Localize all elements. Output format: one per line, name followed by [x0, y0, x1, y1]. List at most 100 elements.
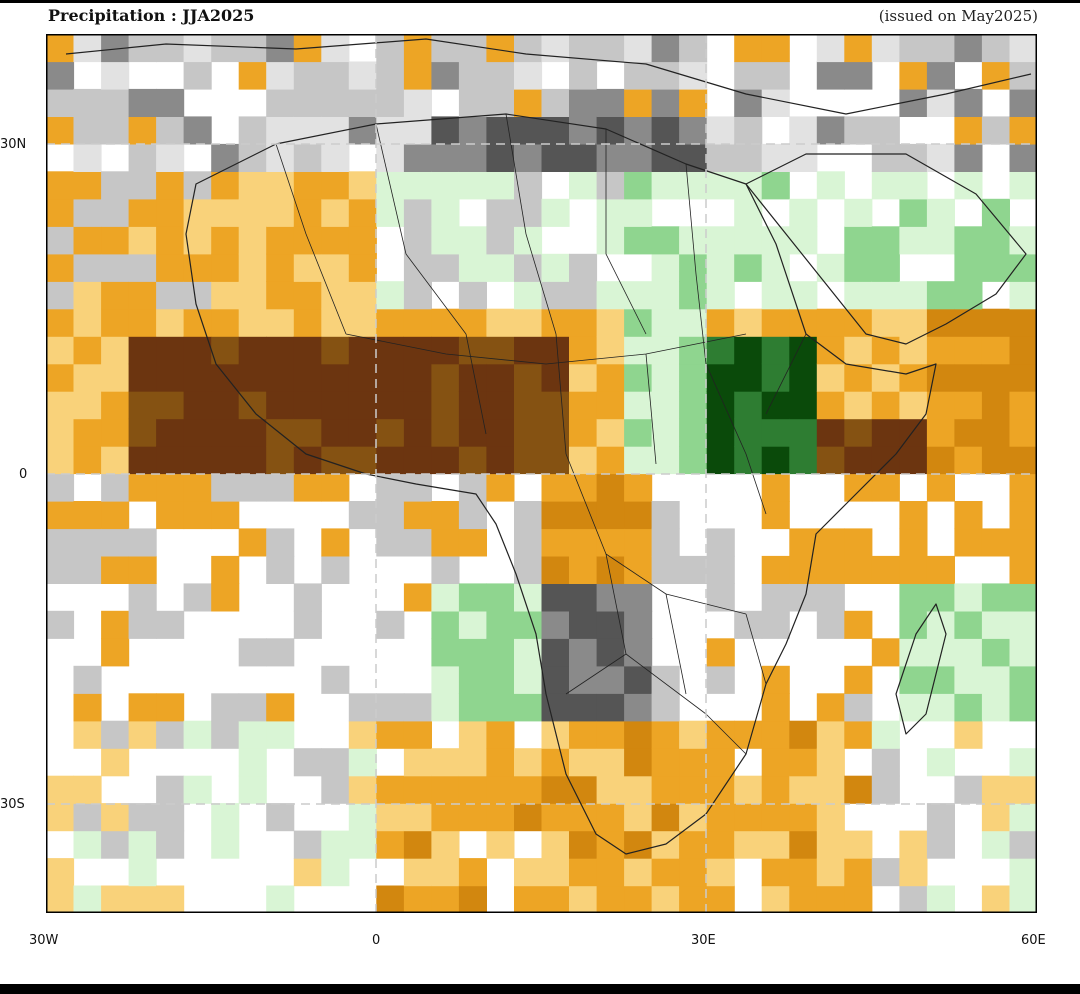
grid-cell	[266, 281, 295, 310]
grid-cell	[844, 610, 873, 639]
grid-cell	[156, 446, 185, 475]
grid-cell	[816, 720, 845, 749]
grid-cell	[458, 281, 487, 310]
grid-cell	[651, 528, 680, 557]
grid-cell	[899, 171, 928, 200]
grid-cell	[926, 308, 955, 337]
grid-cell	[101, 446, 130, 475]
grid-cell	[596, 748, 625, 777]
grid-cell	[486, 308, 515, 337]
grid-cell	[596, 858, 625, 887]
grid-cell	[624, 720, 653, 749]
grid-cell	[789, 583, 818, 612]
grid-cell	[596, 171, 625, 200]
grid-cell	[211, 803, 240, 832]
grid-cell	[844, 446, 873, 475]
grid-cell	[954, 638, 983, 667]
grid-cell	[514, 34, 543, 63]
grid-cell	[734, 171, 763, 200]
grid-cell	[73, 308, 102, 337]
grid-cell	[954, 418, 983, 447]
grid-cell	[954, 336, 983, 365]
grid-cell	[761, 858, 790, 887]
grid-cell	[348, 748, 377, 777]
grid-cell	[734, 391, 763, 420]
grid-cell	[514, 583, 543, 612]
grid-cell	[376, 34, 405, 63]
grid-cell	[569, 391, 598, 420]
grid-cell	[183, 363, 212, 392]
grid-cell	[871, 638, 900, 667]
grid-cell	[954, 446, 983, 475]
grid-cell	[706, 803, 735, 832]
grid-cell	[926, 693, 955, 722]
grid-cell	[844, 555, 873, 584]
grid-cell	[981, 830, 1010, 859]
grid-cell	[816, 693, 845, 722]
grid-cell	[458, 803, 487, 832]
x-tick-60e: 60E	[1021, 933, 1046, 948]
grid-cell	[101, 88, 130, 117]
grid-cell	[403, 885, 432, 913]
grid-cell	[266, 391, 295, 420]
grid-cell	[238, 528, 267, 557]
grid-cell	[514, 391, 543, 420]
grid-cell	[266, 885, 295, 913]
grid-cell	[844, 226, 873, 255]
grid-cell	[624, 308, 653, 337]
grid-cell	[458, 528, 487, 557]
grid-cell	[816, 803, 845, 832]
grid-cell	[734, 308, 763, 337]
grid-cell	[128, 418, 157, 447]
grid-cell	[981, 363, 1010, 392]
grid-cell	[101, 528, 130, 557]
x-tick-0: 0	[372, 933, 381, 948]
grid-cell	[954, 116, 983, 145]
grid-cell	[541, 583, 570, 612]
grid-cell	[321, 253, 350, 282]
grid-cell	[734, 336, 763, 365]
grid-cell	[431, 143, 460, 172]
grid-cell	[569, 610, 598, 639]
grid-cell	[596, 418, 625, 447]
grid-cell	[458, 665, 487, 694]
grid-cell	[431, 583, 460, 612]
grid-cell	[789, 226, 818, 255]
grid-cell	[541, 473, 570, 502]
map-title: Precipitation : JJA2025	[48, 6, 255, 25]
grid-cell	[514, 858, 543, 887]
grid-cell	[1009, 638, 1037, 667]
grid-cell	[596, 555, 625, 584]
grid-cell	[1009, 88, 1037, 117]
grid-cell	[981, 391, 1010, 420]
grid-cell	[679, 885, 708, 913]
grid-cell	[514, 143, 543, 172]
grid-cell	[266, 720, 295, 749]
grid-cell	[46, 253, 75, 282]
grid-cell	[238, 226, 267, 255]
grid-cell	[156, 336, 185, 365]
grid-cell	[651, 171, 680, 200]
grid-cell	[321, 830, 350, 859]
grid-cell	[651, 775, 680, 804]
grid-cell	[789, 391, 818, 420]
y-tick-30n: 30N	[0, 137, 27, 152]
grid-cell	[101, 803, 130, 832]
grid-cell	[486, 473, 515, 502]
grid-cell	[73, 418, 102, 447]
grid-cell	[46, 858, 75, 887]
grid-cell	[679, 336, 708, 365]
grid-cell	[596, 336, 625, 365]
grid-cell	[211, 391, 240, 420]
grid-cell	[376, 501, 405, 530]
grid-cell	[596, 665, 625, 694]
grid-cell	[789, 198, 818, 227]
grid-cell	[238, 61, 267, 90]
grid-cell	[128, 88, 157, 117]
grid-cell	[376, 720, 405, 749]
top-rule	[0, 0, 1080, 3]
grid-cell	[926, 281, 955, 310]
grid-cell	[403, 720, 432, 749]
grid-cell	[431, 34, 460, 63]
grid-cell	[871, 34, 900, 63]
